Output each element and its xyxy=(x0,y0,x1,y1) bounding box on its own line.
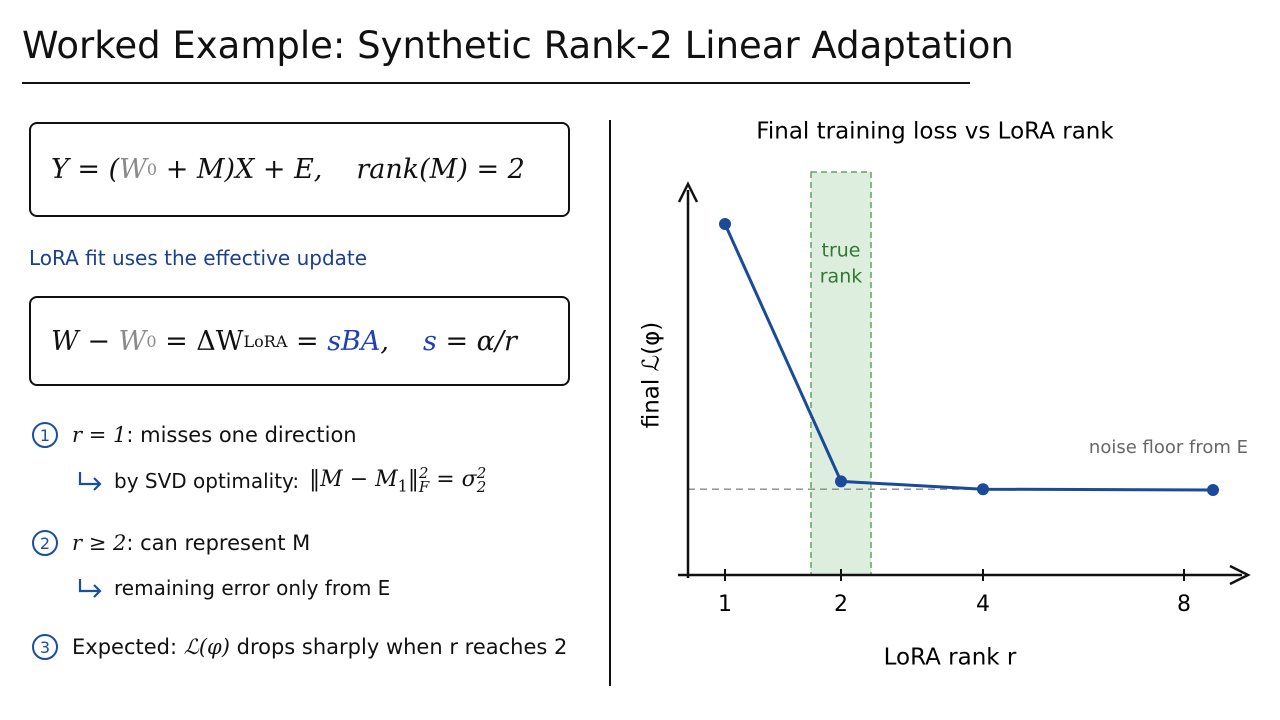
divider xyxy=(609,120,611,686)
note: LoRA fit uses the effective update xyxy=(29,246,368,270)
math-part: ‖M − M xyxy=(309,467,398,492)
data-point xyxy=(1207,483,1219,496)
eq-text: W − xyxy=(51,325,119,357)
equation-box: Y = (W 0 + M)X + E, rank(M) = 2 xyxy=(29,122,570,217)
reference-label: noise floor from E xyxy=(1089,437,1248,458)
eq-text: = α/r xyxy=(436,325,517,357)
list-item: 2 r ≥ 2: can represent M xyxy=(32,530,310,556)
list-item: 1 r = 1: misses one direction xyxy=(32,422,357,448)
eq-text: rank(M) = 2 xyxy=(356,154,525,185)
eq-text: sBA xyxy=(327,325,381,357)
eq-text: W xyxy=(118,325,147,357)
math-sub: F xyxy=(418,478,430,496)
eq-sub: 0 xyxy=(146,160,158,179)
math-sup: 2 xyxy=(476,464,487,482)
arrow-icon xyxy=(78,579,102,598)
eq-sub: LoRA xyxy=(243,331,288,351)
list-detail: remaining error only from E xyxy=(76,576,390,600)
chart-title: Final training loss vs LoRA rank xyxy=(756,119,1114,145)
data-point xyxy=(977,483,989,496)
math-sub: 1 xyxy=(397,476,408,496)
item-number: 2 xyxy=(32,530,58,556)
item-math: r ≥ 2 xyxy=(72,531,127,555)
math-sup: 2 xyxy=(418,464,429,482)
x-tick-label: 8 xyxy=(1177,592,1191,617)
arrow-icon xyxy=(78,471,102,491)
list-item: 3 Expected: ℒ(φ) drops sharply when r rea… xyxy=(32,634,567,660)
detail-text: remaining error only from E xyxy=(114,576,391,600)
title: Worked Example: Synthetic Rank-2 Linear … xyxy=(22,24,1014,67)
x-tick-label: 4 xyxy=(976,592,990,617)
item-number: 3 xyxy=(32,634,58,660)
data-point xyxy=(719,218,731,230)
eq-text: = ΔW xyxy=(156,325,244,357)
y-axis-arrow xyxy=(677,181,699,203)
x-tick-label: 2 xyxy=(834,592,848,617)
eq-text: Y = ( xyxy=(51,154,120,185)
eq-text: + M)X + E, xyxy=(157,154,323,185)
item-text: Expected: xyxy=(72,635,184,659)
item-text: : misses one direction xyxy=(126,423,357,447)
eq-text: = xyxy=(287,325,328,357)
y-axis-label: final ℒ(φ) xyxy=(639,322,665,429)
detail-text: by SVD optimality: xyxy=(114,468,300,493)
eq-sub: 0 xyxy=(146,331,157,351)
item-text: drops sharply when r reaches 2 xyxy=(229,635,568,659)
x-tick-label: 1 xyxy=(718,592,732,617)
item-math: ℒ(φ) xyxy=(183,635,230,659)
x-axis-label: LoRA rank r xyxy=(884,645,1017,671)
eq-text: W xyxy=(119,154,147,185)
highlight-label: true xyxy=(822,240,861,262)
item-math: r = 1 xyxy=(72,423,127,447)
item-number: 1 xyxy=(32,422,58,448)
math-part: = σ xyxy=(429,467,477,492)
eq-text: s xyxy=(423,325,437,357)
series-line xyxy=(723,223,1214,492)
x-axis-arrow xyxy=(1229,564,1251,586)
item-text: : can represent M xyxy=(126,531,311,555)
eq-text: , xyxy=(380,325,389,357)
math-sub: 2 xyxy=(476,478,487,496)
math-part: ‖ xyxy=(407,467,419,492)
highlight-label: rank xyxy=(820,266,863,288)
highlight-band xyxy=(810,171,872,576)
title-rule xyxy=(22,82,970,84)
chart: Final training loss vs LoRA rank LoRA ra… xyxy=(639,119,1251,671)
data-point xyxy=(835,475,847,488)
